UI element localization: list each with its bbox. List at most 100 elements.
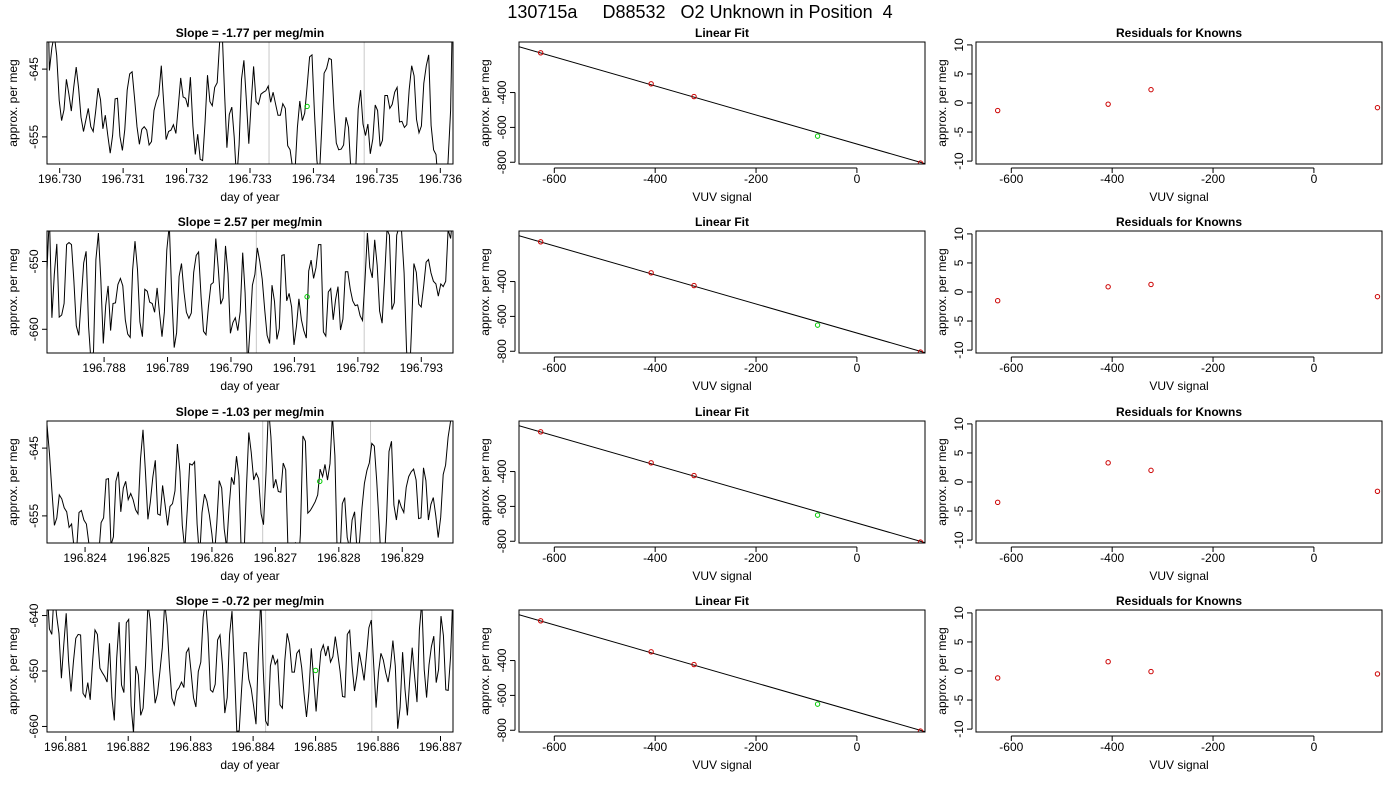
plot-area (47, 231, 452, 353)
panel-title: Linear Fit (695, 26, 749, 40)
x-tick-label: -600 (999, 740, 1023, 754)
y-tick-label: -400 (495, 269, 509, 293)
y-tick-label: 0 (952, 99, 966, 106)
plot-area (47, 610, 453, 732)
x-axis-label: day of year (220, 190, 279, 204)
y-axis-label: approx. per meg (478, 248, 492, 335)
residual-point (1374, 293, 1381, 300)
x-tick-label: -600 (542, 361, 566, 375)
x-tick-label: -200 (1201, 172, 1225, 186)
known-point (691, 282, 697, 289)
known-point (537, 239, 544, 245)
x-tick-label: 0 (1311, 361, 1318, 375)
y-tick-label: 10 (952, 417, 966, 431)
y-tick-label: -660 (27, 317, 41, 341)
panel-title: Residuals for Knowns (1116, 594, 1242, 608)
residual-point (994, 298, 1001, 304)
residual-point (1148, 668, 1154, 675)
residual-point (1105, 284, 1111, 290)
known-point (537, 429, 544, 435)
x-tick-label: 196.882 (107, 740, 151, 754)
y-tick-label: -645 (27, 436, 41, 460)
x-tick-label: 0 (1311, 172, 1318, 186)
x-axis-label: VUV signal (692, 379, 751, 393)
residual-point (994, 675, 1001, 681)
known-point (917, 160, 924, 164)
y-tick-label: -5 (952, 505, 966, 516)
plot-frame (975, 609, 1383, 733)
series-line (47, 610, 453, 732)
plot-frame (46, 41, 454, 165)
unknown-point (814, 133, 821, 139)
residual-point (1374, 671, 1381, 677)
panel-title: Slope = -1.77 per meg/min (176, 26, 324, 40)
x-axis-label: VUV signal (1149, 569, 1208, 583)
x-tick-label: 196.732 (165, 172, 209, 186)
x-tick-label: -400 (643, 172, 667, 186)
x-tick-label: 196.790 (209, 361, 253, 375)
chart-panel-10: Slope = -0.72 per meg/min day of year appr… (6, 594, 463, 772)
residual-point (1148, 281, 1154, 288)
y-tick-label: -800 (495, 718, 509, 742)
x-tick-label: -600 (542, 172, 566, 186)
plot-frame (518, 41, 926, 165)
y-axis-label: approx. per meg (935, 627, 949, 714)
x-tick-label: 0 (1311, 740, 1318, 754)
x-axis-label: day of year (220, 569, 279, 583)
x-tick-label: 196.735 (355, 172, 399, 186)
y-tick-label: -10 (952, 341, 966, 359)
y-tick-label: 5 (952, 70, 966, 77)
known-point (917, 349, 924, 353)
y-tick-label: -400 (495, 459, 509, 483)
unknown-point (814, 701, 821, 707)
series-line (48, 42, 453, 164)
x-tick-label: 196.886 (356, 740, 400, 754)
y-tick-label: 10 (952, 606, 966, 620)
y-tick-label: -10 (952, 531, 966, 549)
plot-area (47, 421, 452, 543)
y-tick-label: -600 (495, 304, 509, 328)
plot-area (994, 659, 1381, 681)
x-tick-label: -400 (643, 361, 667, 375)
x-axis-label: day of year (220, 379, 279, 393)
x-tick-label: -600 (999, 361, 1023, 375)
y-tick-label: 0 (952, 288, 966, 295)
x-axis-label: VUV signal (692, 758, 751, 772)
x-tick-label: -200 (744, 172, 768, 186)
panel-title: Slope = -1.03 per meg/min (176, 405, 324, 419)
residual-point (1148, 86, 1154, 93)
x-tick-label: 196.824 (63, 551, 107, 565)
x-tick-label: 0 (854, 551, 861, 565)
y-tick-label: -400 (495, 80, 509, 104)
known-point (917, 539, 924, 543)
x-tick-label: -600 (999, 172, 1023, 186)
series-line (47, 421, 452, 543)
y-tick-label: -645 (27, 57, 41, 81)
x-tick-label: -400 (1100, 361, 1124, 375)
x-tick-label: 196.791 (273, 361, 317, 375)
x-tick-label: 196.883 (169, 740, 213, 754)
x-axis-label: VUV signal (1149, 190, 1208, 204)
y-tick-label: -10 (952, 152, 966, 170)
fit-line (519, 235, 925, 353)
y-tick-label: 10 (952, 38, 966, 52)
plot-frame (46, 420, 454, 544)
residual-point (994, 107, 1001, 114)
plot-frame (975, 41, 1383, 165)
x-tick-label: 196.793 (400, 361, 444, 375)
chart-panel-4: Slope = 2.57 per meg/min day of year appro… (6, 215, 454, 393)
residual-point (1374, 104, 1381, 111)
y-tick-label: -600 (495, 115, 509, 139)
known-point (648, 81, 654, 87)
x-tick-label: -200 (744, 551, 768, 565)
y-tick-label: -800 (495, 339, 509, 363)
plot-area (994, 460, 1381, 506)
x-tick-label: 196.788 (82, 361, 126, 375)
y-tick-label: -800 (495, 150, 509, 174)
plot-area (519, 46, 925, 164)
plot-frame (975, 420, 1383, 544)
y-tick-label: -5 (952, 315, 966, 326)
